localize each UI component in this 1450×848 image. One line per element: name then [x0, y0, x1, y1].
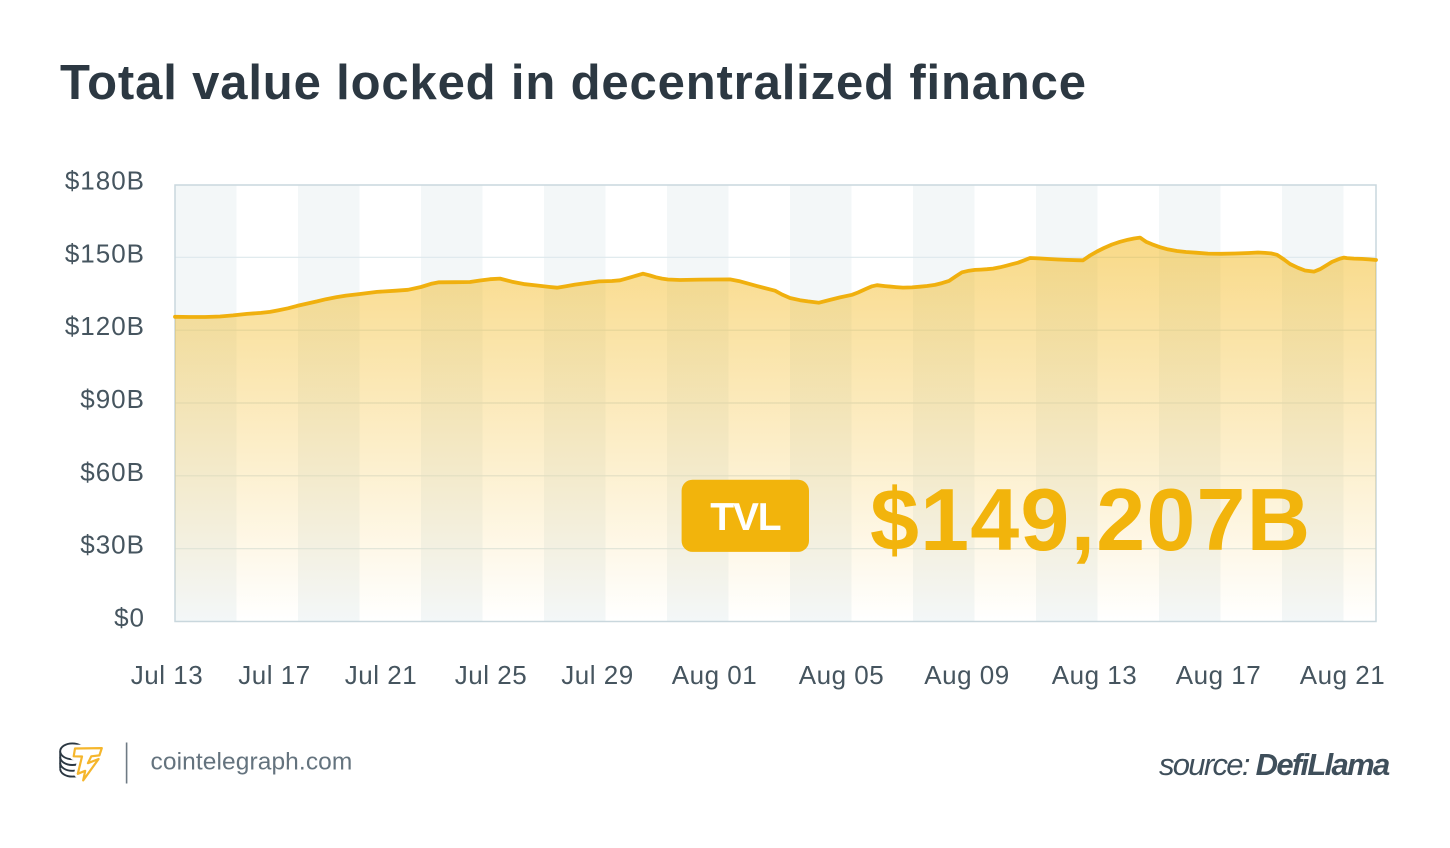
svg-text:TVL: TVL — [710, 496, 780, 539]
svg-text:Jul 25: Jul 25 — [455, 660, 527, 690]
svg-text:cointelegraph.com: cointelegraph.com — [151, 748, 353, 775]
svg-text:Aug 17: Aug 17 — [1176, 660, 1261, 690]
svg-text:$90B: $90B — [80, 384, 145, 414]
svg-text:$60B: $60B — [80, 457, 145, 487]
svg-text:source: DefiLlama: source: DefiLlama — [1159, 747, 1390, 782]
svg-text:Aug 09: Aug 09 — [924, 660, 1009, 690]
svg-text:Total value locked in decentra: Total value locked in decentralized fina… — [60, 56, 1087, 110]
svg-text:Jul 13: Jul 13 — [131, 660, 203, 690]
svg-text:$120B: $120B — [65, 311, 145, 341]
svg-text:Jul 21: Jul 21 — [345, 660, 417, 690]
svg-text:$180B: $180B — [65, 166, 145, 196]
svg-text:Jul 29: Jul 29 — [561, 660, 633, 690]
svg-text:Aug 13: Aug 13 — [1052, 660, 1137, 690]
svg-text:$0: $0 — [114, 603, 145, 633]
svg-text:$150B: $150B — [65, 238, 145, 268]
svg-text:Aug 21: Aug 21 — [1300, 660, 1385, 690]
svg-text:$30B: $30B — [80, 530, 145, 560]
svg-text:Jul 17: Jul 17 — [238, 660, 310, 690]
svg-text:Aug 05: Aug 05 — [799, 660, 884, 690]
svg-text:$149,207B: $149,207B — [870, 470, 1311, 569]
svg-text:Aug 01: Aug 01 — [672, 660, 757, 690]
